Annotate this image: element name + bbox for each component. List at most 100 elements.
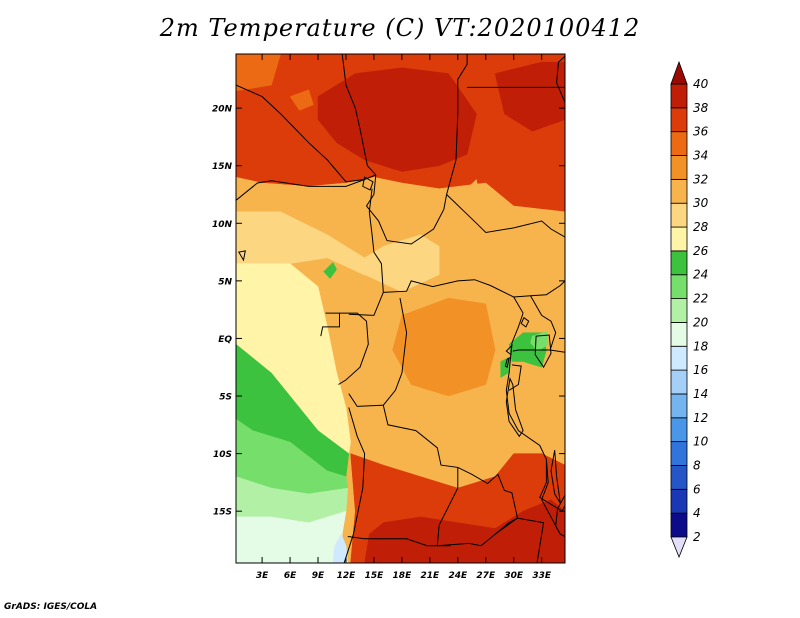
colorbar-label: 18	[693, 339, 709, 353]
colorbar-label: 28	[693, 220, 709, 234]
colorbar-bin	[670, 441, 688, 466]
country-border-14	[347, 536, 451, 547]
temp-region-cameroon-highlands	[323, 261, 337, 279]
y-tick-label: 15S	[213, 508, 232, 518]
colorbar-label: 14	[693, 387, 708, 401]
country-border-18	[508, 364, 522, 391]
colorbar-bin	[670, 178, 688, 204]
colorbar-bottom-arrow	[670, 536, 688, 559]
colorbar-label: 32	[693, 172, 708, 186]
colorbar-label: 8	[693, 458, 701, 472]
colorbar-bin	[670, 202, 688, 228]
colorbar-bin	[670, 274, 688, 299]
temp-region-air-highlands	[289, 89, 314, 111]
colorbar-bin	[670, 83, 688, 109]
country-border-23	[539, 459, 565, 512]
country-border-19	[513, 280, 565, 298]
country-border-20	[530, 295, 557, 351]
colorbar-label: 2	[693, 530, 701, 544]
temp-region-northwest-warm	[236, 54, 281, 92]
colorbar-label: 12	[693, 411, 708, 425]
lake-outline-2	[550, 450, 561, 504]
country-border-1	[236, 179, 365, 201]
country-border-24	[556, 55, 565, 103]
temp-region-congo-basin-warm	[392, 297, 496, 397]
country-border-5	[446, 194, 565, 238]
chart-title: 2m Temperature (C) VT:2020100412	[159, 14, 641, 42]
temp-region-rift-highlands	[500, 356, 511, 379]
colorbar-label: 30	[693, 196, 709, 210]
colorbar-label: 10	[693, 435, 709, 449]
colorbar-bin	[670, 369, 688, 395]
country-border-3	[365, 54, 468, 245]
temp-region-rwenzori	[530, 331, 549, 352]
colorbar-bin	[670, 107, 688, 133]
lake-outline-3	[520, 316, 530, 328]
lake-outline-7	[238, 250, 246, 262]
colorbar-bin	[670, 131, 688, 156]
country-border-7	[383, 279, 524, 314]
country-border-13	[437, 517, 518, 547]
x-tick-label: 24E	[448, 571, 468, 581]
temp-region-sahel-hot-core	[317, 67, 477, 172]
country-border-21	[555, 494, 565, 537]
y-tick-label: 10N	[212, 220, 233, 230]
x-tick-label: 33E	[532, 571, 552, 581]
country-border-16	[505, 312, 561, 535]
colorbar-label: 24	[693, 268, 708, 282]
temperature-field	[236, 54, 565, 563]
plot-frame	[235, 53, 566, 564]
grads-credit: GrADS: IGES/COLA	[4, 602, 98, 612]
temp-region-south-very-hot	[364, 499, 565, 563]
x-tick-label: 15E	[365, 571, 385, 581]
temp-region-darfur-highlands	[468, 178, 479, 195]
colorbar-bin	[670, 512, 688, 538]
colorbar-label: 38	[693, 101, 709, 115]
temp-region-east-sahara-hot	[494, 61, 565, 132]
colorbar-bin	[670, 488, 688, 514]
temp-region-ocean-cold	[236, 510, 347, 563]
colorbar-label: 20	[693, 315, 709, 329]
colorbar-label: 22	[693, 292, 708, 306]
colorbar-bin	[670, 250, 688, 276]
country-border-15	[457, 466, 518, 519]
y-tick-label: EQ	[218, 335, 232, 345]
lake-outline-0	[534, 334, 552, 369]
x-tick-label: 27E	[476, 571, 496, 581]
colorbar-bin	[670, 226, 688, 252]
country-border-9	[338, 312, 369, 385]
country-border-6	[348, 188, 384, 316]
colorbar-bin	[670, 393, 688, 419]
y-tick-label: 5N	[218, 277, 232, 287]
country-border-17	[512, 349, 565, 353]
y-tick-label: 5S	[219, 393, 232, 403]
country-border-0	[236, 84, 376, 183]
lake-outline-4	[504, 356, 510, 368]
x-tick-label: 18E	[393, 571, 413, 581]
colorbar-bin	[670, 298, 688, 323]
colorbar-top-arrow	[670, 60, 688, 85]
colorbar-label: 16	[693, 363, 709, 377]
country-border-2	[341, 54, 377, 176]
y-tick-label: 10S	[213, 450, 232, 460]
x-tick-label: 30E	[504, 571, 524, 581]
x-tick-label: 3E	[256, 571, 269, 581]
lake-outline-6	[362, 176, 374, 191]
country-border-8	[320, 312, 340, 337]
colorbar-bin	[670, 465, 688, 490]
y-tick-label: 15N	[212, 162, 233, 172]
colorbar-label: 4	[693, 506, 701, 520]
x-tick-label: 21E	[421, 571, 441, 581]
colorbar-bin	[670, 345, 688, 371]
country-border-22	[494, 517, 545, 563]
x-tick-label: 12E	[337, 571, 357, 581]
colorbar-bin	[670, 417, 688, 443]
colorbar-label: 36	[693, 125, 709, 139]
colorbar-label: 6	[693, 482, 701, 496]
country-border-12	[382, 405, 459, 546]
colorbar-bin	[670, 322, 688, 347]
country-border-11	[343, 407, 366, 563]
